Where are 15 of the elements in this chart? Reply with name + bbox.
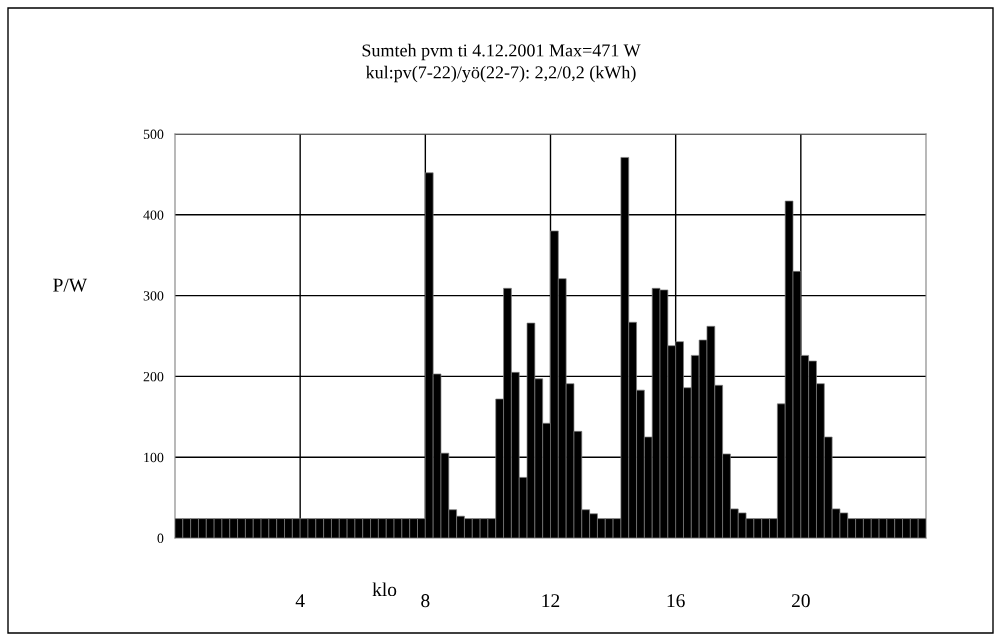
y-tick-label: 500 <box>143 129 164 139</box>
x-tick-label: 4 <box>295 594 305 608</box>
chart-title: Sumteh pvm ti 4.12.2001 Max=471 W <box>362 43 641 61</box>
y-axis-title: P/W <box>53 278 88 292</box>
y-tick-label: 400 <box>143 210 164 220</box>
chart-subtitle: kul:pv(7-22)/yö(22-7): 2,2/0,2 (kWh) <box>365 65 636 83</box>
y-tick-label: 300 <box>143 291 164 301</box>
x-tick-label: 12 <box>542 594 560 608</box>
y-tick-label: 200 <box>143 371 164 382</box>
y-tick-label: 0 <box>157 533 164 543</box>
y-tick-label: 100 <box>144 452 164 463</box>
x-axis-title: klo <box>372 582 397 597</box>
x-tick-label: 8 <box>421 594 430 608</box>
x-tick-label: 16 <box>667 594 685 608</box>
x-tick-label: 20 <box>791 594 810 608</box>
